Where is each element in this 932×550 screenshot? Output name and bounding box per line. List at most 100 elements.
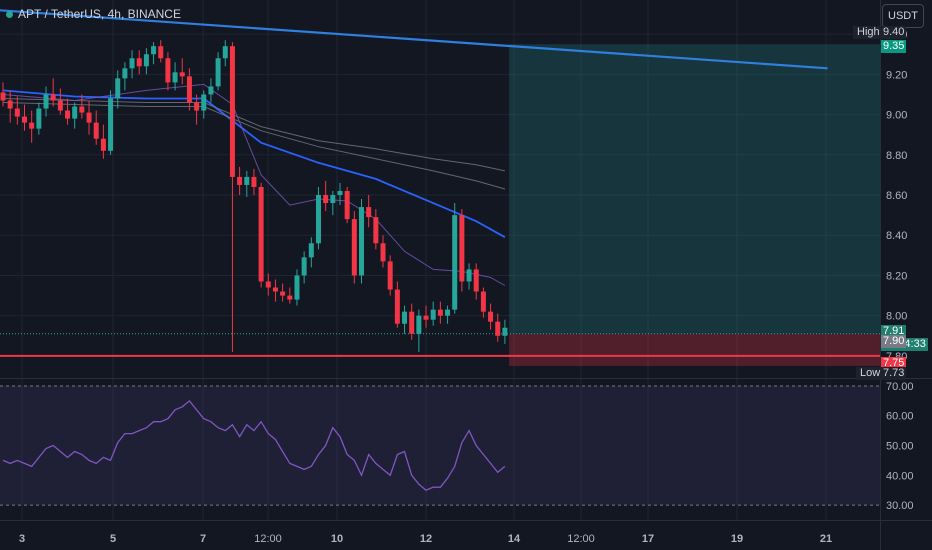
candle-body — [29, 122, 35, 129]
candle — [72, 102, 78, 129]
rsi-tick-label: 40.00 — [886, 470, 914, 482]
candle-body — [380, 243, 386, 262]
candle-body — [7, 100, 13, 109]
candle — [208, 78, 214, 103]
candle-body — [294, 275, 300, 300]
candle-body — [244, 176, 250, 185]
candle-body — [72, 106, 78, 119]
candle — [466, 263, 472, 290]
candle-body — [165, 58, 171, 83]
price-tick-label: 8.00 — [886, 311, 907, 323]
candle-body — [108, 98, 114, 151]
low-price-tag: 7.73 — [881, 367, 907, 381]
candle — [129, 50, 135, 79]
currency-button[interactable]: USDT — [882, 4, 924, 28]
candle-body — [452, 215, 458, 310]
candle — [459, 209, 465, 292]
candle-body — [43, 94, 49, 109]
candle — [222, 40, 228, 67]
candle — [22, 104, 28, 131]
time-tick-label: 19 — [731, 533, 743, 545]
candle-body — [416, 315, 422, 334]
candle — [93, 110, 99, 145]
candle-body — [265, 281, 271, 288]
candle-body — [14, 108, 20, 117]
candle — [480, 287, 486, 318]
candle-body — [287, 295, 293, 300]
take-profit-tag: 9.35 — [881, 39, 907, 53]
candle — [172, 62, 178, 91]
candle-body — [445, 309, 451, 316]
candle — [179, 58, 185, 85]
candle — [495, 313, 501, 342]
candle — [430, 301, 436, 326]
candle — [323, 180, 329, 212]
candle-body — [194, 102, 200, 111]
candle — [36, 102, 42, 135]
candle-body — [129, 58, 135, 69]
candle — [136, 50, 142, 75]
candle — [143, 48, 149, 75]
candle-body — [57, 100, 63, 111]
candle-body — [387, 261, 393, 290]
candle — [7, 90, 13, 123]
candle-body — [22, 116, 28, 123]
candle — [473, 263, 479, 300]
candle-body — [437, 309, 443, 316]
candle-body — [409, 311, 415, 334]
candle-body — [115, 78, 121, 99]
price-tick-label: 8.20 — [886, 270, 907, 282]
candle-body — [50, 94, 56, 101]
candle-body — [158, 46, 164, 59]
rsi-tick-label: 30.00 — [886, 500, 914, 512]
candle — [287, 287, 293, 304]
candle-body — [473, 269, 479, 292]
candle — [201, 90, 207, 119]
candle-body — [143, 54, 149, 67]
candle-body — [359, 207, 364, 276]
candle — [423, 305, 429, 328]
candle-body — [344, 190, 350, 220]
status-dot-icon — [6, 11, 13, 18]
stop-loss-zone — [509, 333, 880, 366]
high-label: High — [853, 25, 884, 39]
candle — [14, 96, 20, 125]
rsi-tick-label: 60.00 — [886, 411, 914, 423]
candle-body — [258, 186, 264, 282]
candle-body — [488, 311, 494, 322]
candle — [308, 237, 314, 268]
candle-body — [366, 207, 372, 218]
candle-body — [122, 68, 128, 79]
candle-body — [301, 257, 307, 276]
candle — [452, 203, 458, 314]
candle — [258, 182, 264, 288]
candle-body — [0, 92, 6, 101]
candle — [244, 170, 250, 198]
time-tick-label: 12 — [420, 533, 432, 545]
candle-body — [215, 58, 221, 87]
candle-body — [423, 315, 429, 320]
candle — [445, 305, 451, 324]
candle-body — [323, 195, 329, 204]
candle-body — [229, 46, 235, 177]
candle-body — [251, 176, 257, 187]
candle — [151, 42, 157, 65]
rsi-band — [0, 385, 880, 506]
candle-body — [172, 72, 178, 83]
candle — [186, 68, 192, 111]
candle — [280, 283, 286, 302]
trend-line — [0, 9, 828, 70]
candle — [100, 124, 106, 159]
candle — [272, 279, 278, 302]
candle — [387, 255, 393, 296]
time-tick-label: 12:00 — [254, 533, 282, 545]
candle-body — [394, 289, 400, 324]
price-tick-label: 8.40 — [886, 230, 907, 242]
candle — [394, 281, 400, 328]
price-tick-label: 8.80 — [886, 150, 907, 162]
candle-body — [430, 309, 436, 320]
candle — [165, 52, 171, 91]
candle — [301, 251, 307, 284]
price-tick-label: 8.60 — [886, 190, 907, 202]
